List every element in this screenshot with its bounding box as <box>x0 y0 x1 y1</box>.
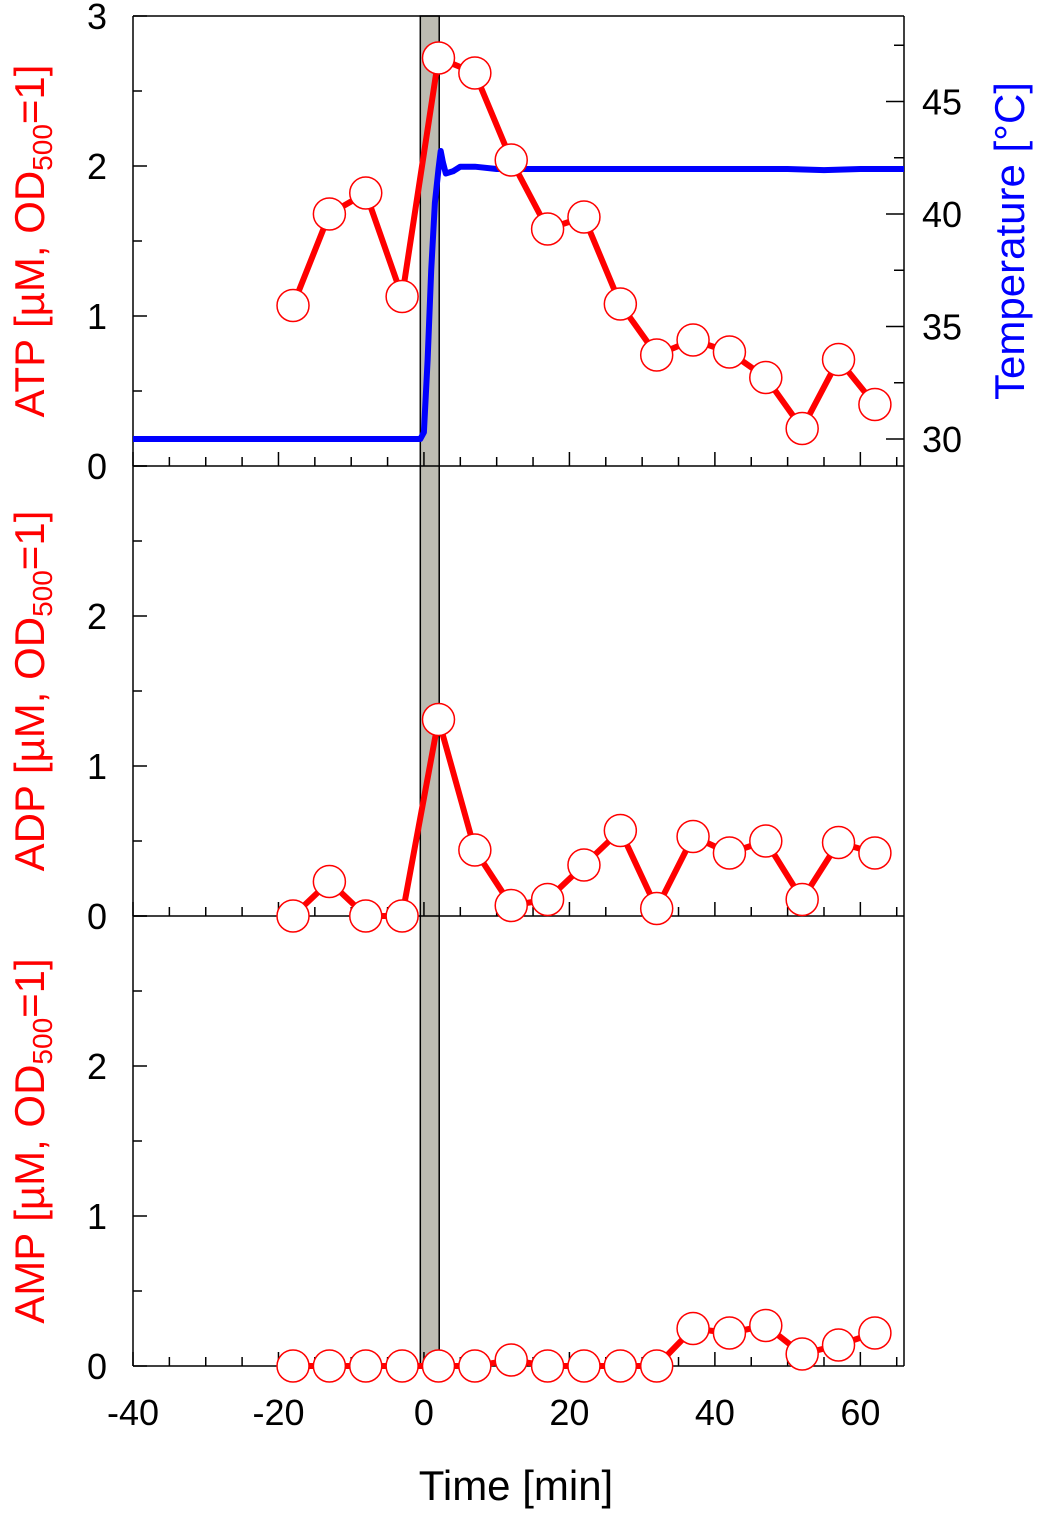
atp-series-line <box>290 55 878 432</box>
amp-data-point <box>858 1316 892 1350</box>
adp-data-point <box>349 899 383 933</box>
atp-data-point <box>639 338 674 372</box>
adp-data-point <box>276 899 310 933</box>
atp-y-tick-label: 0 <box>87 446 107 487</box>
adp-series-line <box>290 716 876 919</box>
amp-axes: 0 1 2 <box>87 915 905 1387</box>
adp-data-point <box>712 836 747 870</box>
amp-data-point <box>639 1349 674 1383</box>
adp-y-tick-label: 2 <box>87 596 107 637</box>
temperature-y-tick-label: 45 <box>922 82 962 123</box>
atp-data-point <box>858 387 892 422</box>
x-tick-label: 40 <box>695 1392 735 1433</box>
amp-data-point <box>749 1308 783 1343</box>
atp-y-axis-title: ATP [µM, OD500=1] <box>6 65 58 418</box>
amp-data-point <box>530 1349 565 1383</box>
x-tick-label: 0 <box>414 1392 434 1433</box>
amp-y-tick-label: 0 <box>87 1346 107 1387</box>
adp-data-point <box>385 899 419 933</box>
data-layer <box>133 41 904 1383</box>
adp-data-point <box>312 864 347 899</box>
atp-data-point <box>421 41 456 75</box>
temperature-y-tick-label: 30 <box>922 419 962 460</box>
panel-atp: ATP [µM, OD500=1] Temperature [°C] <box>6 65 1033 418</box>
panel-adp: ADP [µM, OD500=1] <box>6 511 58 872</box>
adp-y-axis-title: ADP [µM, OD500=1] <box>6 511 58 872</box>
atp-data-point <box>530 212 565 246</box>
atp-data-point <box>676 323 710 357</box>
atp-data-point <box>567 200 601 234</box>
amp-y-axis-title: AMP [µM, OD500=1] <box>6 958 58 1323</box>
adp-y-tick-label: 1 <box>87 746 107 787</box>
atp-data-point <box>276 288 310 323</box>
temperature-y-tick-label: 35 <box>922 307 962 348</box>
adp-data-point <box>530 882 565 917</box>
amp-data-point <box>349 1349 383 1383</box>
atp-data-point <box>712 335 747 369</box>
atp-data-point <box>494 143 528 177</box>
temperature-y-tick-label: 40 <box>922 194 962 235</box>
atp-y-tick-label: 2 <box>87 146 107 187</box>
amp-data-point <box>312 1349 347 1383</box>
amp-data-point <box>712 1316 747 1350</box>
atp-axes: 0 1 2 3 30 35 40 45 <box>87 0 962 487</box>
atp-y-tick-label: 3 <box>87 0 107 37</box>
x-tick-label: -20 <box>252 1392 304 1433</box>
temperature-line <box>133 148 904 442</box>
atp-data-point <box>749 360 783 395</box>
adp-data-point <box>494 888 528 923</box>
amp-data-point <box>494 1343 528 1377</box>
adp-data-point <box>567 848 601 882</box>
amp-data-point <box>567 1349 601 1383</box>
adp-data-point <box>821 825 856 860</box>
amp-data-point <box>785 1337 819 1371</box>
x-tick-label: 20 <box>549 1392 589 1433</box>
amp-data-point <box>385 1349 419 1383</box>
adp-data-point <box>639 891 674 926</box>
adp-data-point <box>785 882 819 917</box>
amp-data-point <box>821 1328 856 1362</box>
panel-amp: AMP [µM, OD500=1] <box>6 958 58 1323</box>
adp-data-point <box>421 702 456 737</box>
temperature-y-axis-title: Temperature [°C] <box>986 82 1033 400</box>
adp-data-point <box>676 819 710 854</box>
atp-y-tick-label: 1 <box>87 296 107 337</box>
atp-data-point <box>349 176 383 210</box>
atp-data-point <box>312 197 347 231</box>
adp-data-point <box>603 813 638 848</box>
amp-data-point <box>276 1349 310 1383</box>
adp-data-point <box>858 836 892 870</box>
amp-y-tick-label: 2 <box>87 1046 107 1087</box>
amp-data-point <box>458 1349 492 1383</box>
amp-y-tick-label: 1 <box>87 1196 107 1237</box>
x-axis-title: Time [min] <box>419 1462 613 1509</box>
x-tick-label: -40 <box>107 1392 159 1433</box>
atp-data-point <box>821 342 856 377</box>
adp-data-point <box>749 824 783 858</box>
amp-data-point <box>603 1349 638 1383</box>
adp-y-tick-label: 0 <box>87 896 107 937</box>
atp-data-point <box>603 287 638 321</box>
amp-data-point <box>421 1349 456 1383</box>
x-tick-label: 60 <box>840 1392 880 1433</box>
atp-data-point <box>785 411 819 446</box>
adp-data-point <box>458 833 492 867</box>
atp-data-point <box>385 279 419 314</box>
atp-data-point <box>458 56 492 90</box>
amp-data-point <box>676 1311 710 1346</box>
